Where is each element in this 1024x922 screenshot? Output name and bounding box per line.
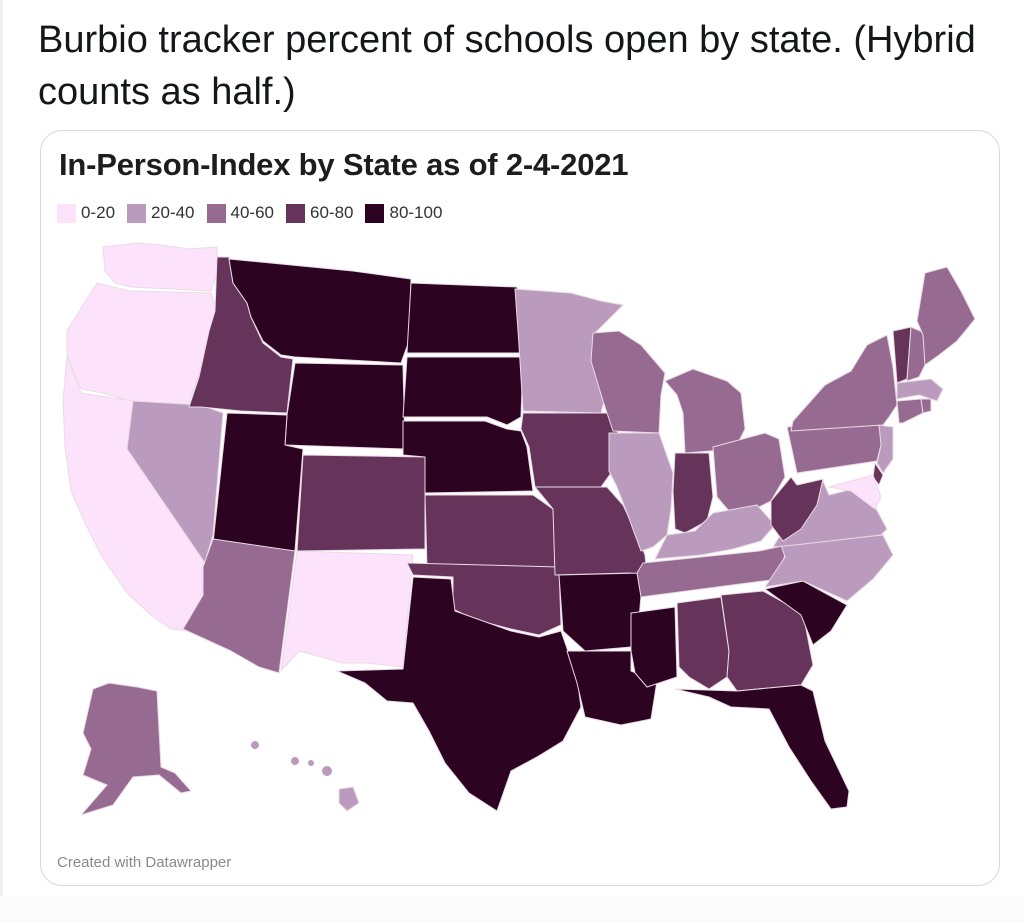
state-wv[interactable] [770,476,824,542]
state-hi-island[interactable] [251,741,259,749]
state-nm[interactable] [280,550,414,672]
state-al[interactable] [676,596,730,690]
state-ms[interactable] [630,606,678,688]
state-la[interactable] [566,650,658,726]
state-in[interactable] [672,452,714,534]
state-wi[interactable] [590,330,666,434]
state-ne[interactable] [402,420,534,494]
state-ct[interactable] [896,398,924,424]
legend-item: 40-60 [206,203,274,223]
state-shapes [62,242,976,816]
chart-title: In-Person-Index by State as of 2-4-2021 [59,147,629,182]
legend-label: 0-20 [81,203,116,222]
state-wy[interactable] [284,362,406,450]
state-va[interactable] [772,480,888,548]
legend-item: 20-40 [127,203,195,223]
next-content-edge [0,896,1024,922]
legend-item: 0-20 [57,203,115,223]
chart-legend: 0-20 20-40 40-60 60-80 80-100 [57,203,442,223]
state-hi-island[interactable] [291,757,299,765]
us-choropleth-map [62,242,976,816]
legend-swatch [206,203,226,223]
legend-swatch [127,203,147,223]
legend-swatch [57,203,76,223]
state-mt[interactable] [228,258,412,364]
legend-label: 80-100 [389,203,443,222]
state-hi-island[interactable] [308,760,314,766]
state-ks[interactable] [424,494,558,568]
state-ma[interactable] [896,378,944,402]
state-wa[interactable] [102,242,220,292]
state-or[interactable] [66,282,218,408]
timeline-divider [0,0,3,922]
tweet-text: Burbio tracker percent of schools open b… [38,19,976,113]
state-az[interactable] [182,538,296,674]
legend-item: 60-80 [286,203,353,223]
state-mi[interactable] [664,368,746,454]
legend-item: 80-100 [365,203,442,223]
state-nd[interactable] [406,282,524,354]
legend-label: 20-40 [151,203,195,222]
state-fl[interactable] [674,684,850,810]
state-ky[interactable] [654,504,776,560]
legend-swatch [365,203,385,223]
state-hi-island[interactable] [322,766,332,776]
datawrapper-credit[interactable]: Created with Datawrapper [57,854,232,871]
state-ri[interactable] [920,398,932,414]
media-card[interactable]: In-Person-Index by State as of 2-4-2021 … [40,130,1000,886]
state-de[interactable] [872,462,884,486]
state-tx[interactable] [336,576,582,812]
state-sd[interactable] [402,356,524,426]
state-ar[interactable] [558,572,644,652]
state-md[interactable] [828,474,882,510]
state-ny[interactable] [790,334,898,432]
legend-swatch [286,203,305,223]
legend-label: 60-80 [310,203,354,222]
state-nc[interactable] [764,534,894,602]
state-hi[interactable] [338,786,360,812]
state-co[interactable] [296,454,426,552]
state-nj[interactable] [876,424,894,474]
legend-label: 40-60 [230,203,274,222]
state-tn[interactable] [636,544,788,598]
state-il[interactable] [608,432,674,552]
state-me[interactable] [916,266,976,366]
state-ak[interactable] [80,682,192,816]
